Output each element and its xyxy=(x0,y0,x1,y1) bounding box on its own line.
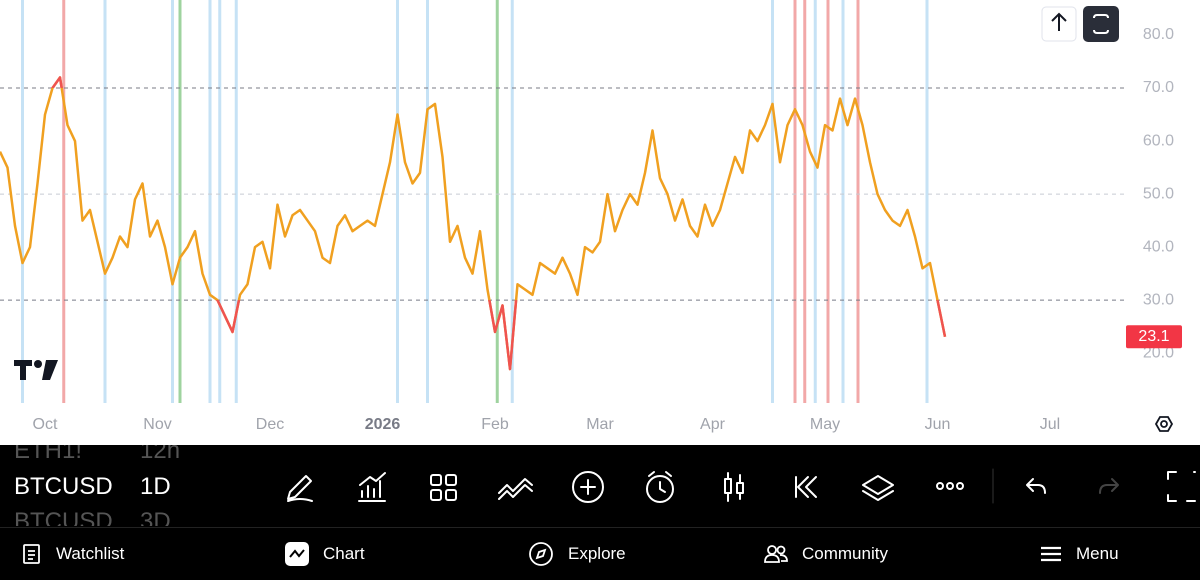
fullscreen-chart-button[interactable] xyxy=(1083,6,1119,42)
nav-icon xyxy=(529,542,553,566)
last-value-label: 23.1 xyxy=(1138,328,1169,345)
replay-tool[interactable] xyxy=(795,476,817,498)
scroll-top-button[interactable] xyxy=(1041,6,1077,42)
line-layer xyxy=(0,76,947,371)
y-tick-label: 80.0 xyxy=(1143,26,1174,43)
last-value-box xyxy=(1126,325,1182,349)
nav-label: Menu xyxy=(1076,544,1119,563)
alert-tool[interactable] xyxy=(646,471,674,503)
undo-button[interactable] xyxy=(1026,478,1046,494)
nav-watchlist[interactable]: Watchlist xyxy=(22,528,124,580)
toolbar: ETH1! 12h BTCUSD 1D BTCUSD 3D xyxy=(0,445,1200,526)
x-tick-label: Feb xyxy=(481,416,509,433)
nav-label: Watchlist xyxy=(56,544,125,563)
x-tick-label: Nov xyxy=(143,416,171,433)
draw-tool[interactable] xyxy=(287,475,313,502)
nav-explore[interactable]: Explore xyxy=(528,528,626,580)
layouts-tool[interactable] xyxy=(430,474,457,501)
nav-icon xyxy=(23,544,40,564)
logo xyxy=(14,360,58,380)
nav-icon xyxy=(764,545,788,563)
y-tick-label: 30.0 xyxy=(1143,291,1174,308)
y-tick-label: 60.0 xyxy=(1143,132,1174,149)
symbol-row[interactable]: ETH1! 12h xyxy=(14,445,180,465)
signal-layer xyxy=(21,0,929,403)
nav-community[interactable]: Community xyxy=(764,528,888,580)
nav-icon xyxy=(285,542,309,566)
y-tick-label: 70.0 xyxy=(1143,79,1174,96)
label-layer: 20.0 30.0 40.0 50.0 60.0 70.0 80.0 Oct Nov Dec 202… xyxy=(33,26,1175,433)
symbol-row[interactable]: BTCUSD 3D xyxy=(14,508,171,526)
x-tick-label: Oct xyxy=(33,416,58,433)
nav-chart[interactable]: Chart xyxy=(285,528,365,580)
symbol: ETH1! xyxy=(14,445,83,464)
symbol: BTCUSD xyxy=(14,473,113,500)
nav-menu[interactable]: Menu xyxy=(1040,528,1119,580)
symbol-row[interactable]: BTCUSD 1D xyxy=(14,473,171,501)
y-tick-label: 20.0 xyxy=(1143,344,1174,361)
interval: 12h xyxy=(140,445,181,464)
nav-label: Explore xyxy=(568,544,626,563)
symbol: BTCUSD xyxy=(14,508,113,526)
y-tick-label: 40.0 xyxy=(1143,238,1174,255)
x-tick-label: 2026 xyxy=(365,416,401,433)
nav-icon xyxy=(1041,546,1061,562)
x-tick-label: Apr xyxy=(700,416,726,433)
indicators-tool[interactable] xyxy=(358,472,386,502)
nav-label: Chart xyxy=(323,544,365,563)
redo-button[interactable] xyxy=(1099,478,1119,494)
chart-background xyxy=(0,0,1200,445)
toolbar-icons xyxy=(287,468,1196,504)
fullscreen-button[interactable] xyxy=(1167,471,1196,502)
y-tick-label: 50.0 xyxy=(1143,185,1174,202)
interval: 1D xyxy=(140,473,171,500)
settings-button[interactable] xyxy=(1154,416,1174,432)
add-tool[interactable] xyxy=(572,471,604,503)
symbol-picker[interactable]: ETH1! 12h BTCUSD 1D BTCUSD 3D xyxy=(14,445,264,526)
interval: 3D xyxy=(140,508,171,526)
nav-label: Community xyxy=(802,544,888,563)
bottom-nav: Watchlist Chart Explore Community Menu xyxy=(0,527,1200,580)
compare-tool[interactable] xyxy=(498,478,533,500)
x-tick-label: Jul xyxy=(1040,416,1060,433)
line xyxy=(0,76,947,371)
chart-type-tool[interactable] xyxy=(724,472,744,502)
x-tick-label: Dec xyxy=(256,416,284,433)
chart: 20.0 30.0 40.0 50.0 60.0 70.0 80.0 Oct Nov Dec 202… xyxy=(0,0,1200,445)
x-tick-label: Jun xyxy=(925,416,951,433)
x-tick-label: Mar xyxy=(586,416,614,433)
x-tick-label: May xyxy=(810,416,840,433)
layers-tool[interactable] xyxy=(862,475,894,501)
more-tool[interactable] xyxy=(936,482,964,490)
